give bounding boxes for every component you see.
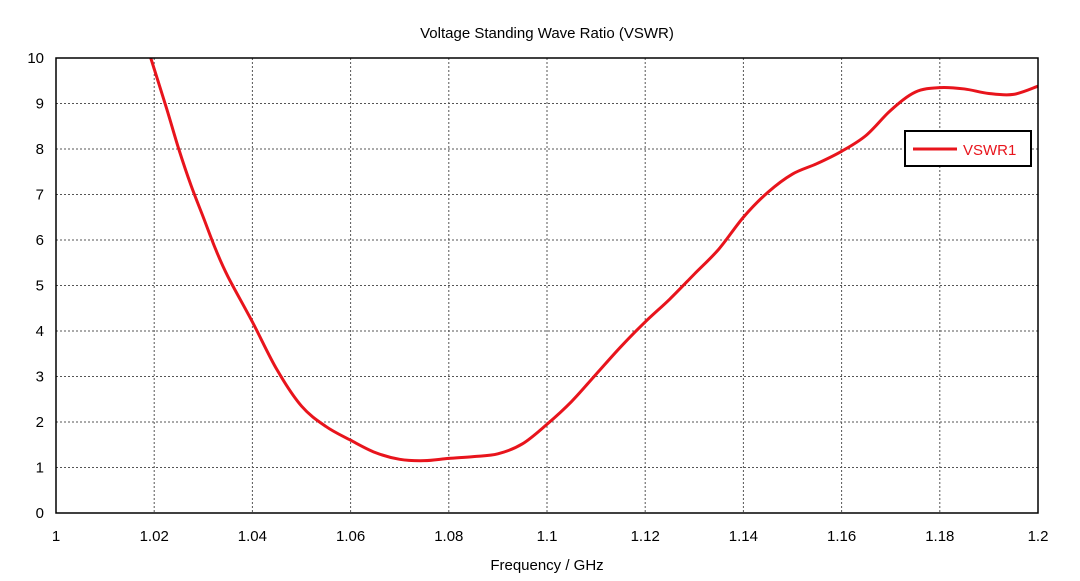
- data-point: [398, 458, 401, 461]
- plot-frame: [55, 57, 1039, 514]
- data-point: [865, 134, 868, 137]
- chart-title: Voltage Standing Wave Ratio (VSWR): [420, 25, 674, 42]
- y-tick-label: 2: [36, 414, 44, 431]
- x-tick-label: 1.06: [336, 528, 365, 545]
- x-tick-label: 1.08: [434, 528, 463, 545]
- data-point: [766, 191, 769, 194]
- data-point: [325, 425, 328, 428]
- y-tick-label: 5: [36, 278, 44, 295]
- data-point: [791, 173, 794, 176]
- y-tick-label: 1: [36, 460, 44, 477]
- data-point: [570, 400, 573, 403]
- data-point: [963, 87, 966, 90]
- x-tick-label: 1.14: [729, 528, 758, 545]
- data-point: [423, 459, 426, 462]
- data-point: [717, 248, 720, 251]
- y-tick-label: 10: [27, 50, 44, 67]
- x-tick-label: 1.1: [537, 528, 558, 545]
- data-point: [496, 452, 499, 455]
- data-point: [300, 405, 303, 408]
- x-tick-label: 1: [52, 528, 60, 545]
- x-tick-label: 1.2: [1028, 528, 1049, 545]
- data-point: [644, 320, 647, 323]
- data-point: [177, 148, 180, 151]
- y-tick-label: 8: [36, 141, 44, 158]
- x-axis-label: Frequency / GHz: [490, 557, 603, 574]
- data-point: [1012, 93, 1015, 96]
- data-point: [165, 107, 168, 110]
- data-point: [202, 216, 205, 219]
- y-tick-label: 4: [36, 323, 44, 340]
- data-point: [374, 451, 377, 454]
- data-point: [914, 91, 917, 94]
- data-point: [840, 150, 843, 153]
- series-line-vswr1: [149, 57, 1039, 463]
- data-point: [251, 320, 254, 323]
- data-point: [619, 345, 622, 348]
- x-tick-labels: 1 1.02 1.04 1.06 1.08 1.1 1.12 1.14 1.16 1.18 1.2: [52, 528, 1049, 545]
- x-tick-label: 1.16: [827, 528, 856, 545]
- data-point: [742, 216, 745, 219]
- data-point: [816, 162, 819, 165]
- y-tick-label: 0: [36, 505, 44, 522]
- y-tick-labels: 0 1 2 3 4 5 6 7 8 9 10: [27, 50, 44, 522]
- series-line-group: [149, 57, 1039, 463]
- legend[interactable]: VSWR1: [904, 130, 1032, 167]
- y-tick-label: 6: [36, 232, 44, 249]
- x-tick-label: 1.18: [925, 528, 954, 545]
- data-point: [987, 92, 990, 95]
- legend-label-vswr1: VSWR1: [963, 142, 1016, 159]
- y-tick-label: 7: [36, 187, 44, 204]
- data-point: [190, 184, 193, 187]
- data-point: [595, 373, 598, 376]
- data-point: [472, 455, 475, 458]
- x-tick-label: 1.04: [238, 528, 267, 545]
- data-point: [349, 439, 352, 442]
- data-point: [214, 248, 217, 251]
- data-point: [226, 275, 229, 278]
- x-tick-label: 1.02: [140, 528, 169, 545]
- data-point: [521, 442, 524, 445]
- data-point: [668, 298, 671, 301]
- data-point: [693, 273, 696, 276]
- data-point: [275, 368, 278, 371]
- grid-lines: [56, 58, 1038, 513]
- y-tick-label: 9: [36, 96, 44, 113]
- data-point: [938, 86, 941, 89]
- data-point: [889, 109, 892, 112]
- x-tick-label: 1.12: [631, 528, 660, 545]
- y-tick-label: 3: [36, 369, 44, 386]
- data-point: [546, 423, 549, 426]
- data-point: [447, 457, 450, 460]
